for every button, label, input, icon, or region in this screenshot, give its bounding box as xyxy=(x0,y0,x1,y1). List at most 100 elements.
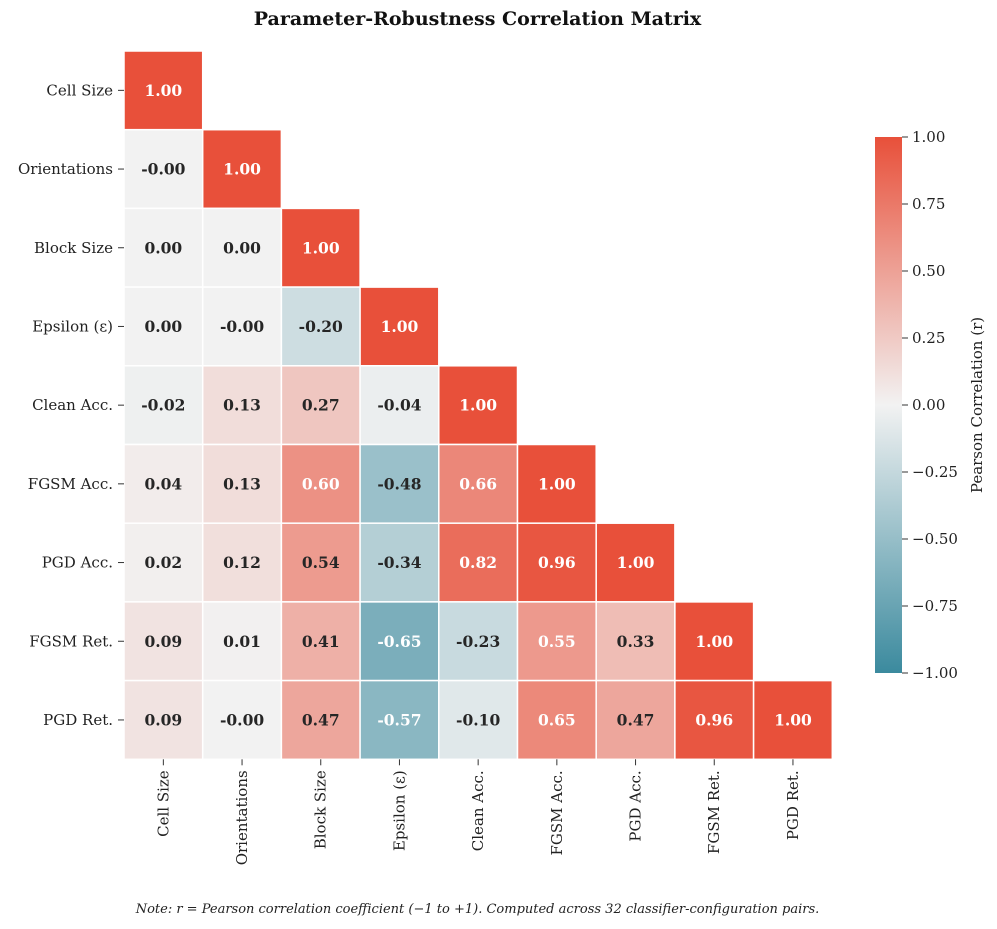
x-tick-label: Clean Acc. xyxy=(469,770,487,851)
cell-value-label: 0.04 xyxy=(144,474,182,493)
cell-value-label: 0.47 xyxy=(302,710,340,729)
cell-value-label: -0.34 xyxy=(377,553,421,572)
cell-value-label: -0.20 xyxy=(299,317,343,336)
cell-value-label: 0.47 xyxy=(617,710,655,729)
cell-value-label: -0.48 xyxy=(377,474,421,493)
heatmap-cell xyxy=(123,365,204,446)
x-tick-label: Cell Size xyxy=(154,770,172,837)
heatmap-cell xyxy=(123,50,204,131)
colorbar-tick-label: 1.00 xyxy=(912,128,945,146)
heatmap-cell xyxy=(595,522,676,603)
cell-value-label: -0.10 xyxy=(456,710,500,729)
y-tick-label: PGD Ret. xyxy=(43,711,113,729)
heatmap-cell xyxy=(359,443,440,524)
cell-value-label: -0.00 xyxy=(220,317,264,336)
x-tick-label: Orientations xyxy=(233,770,251,865)
colorbar-tick-label: −0.50 xyxy=(912,530,958,548)
cell-value-label: 1.00 xyxy=(381,317,419,336)
heatmap-cell xyxy=(516,679,597,761)
cell-value-label: 0.54 xyxy=(302,553,340,572)
heatmap-cell xyxy=(595,679,676,761)
y-tick-label: Block Size xyxy=(34,239,113,257)
y-tick-label: Clean Acc. xyxy=(32,396,113,414)
chart-note: Note: r = Pearson correlation coefficien… xyxy=(135,902,820,917)
colorbar-ticks: 1.00 0.75 0.50 0.25 0.00 −0.25 −0.50 −0.75 −1.00 xyxy=(902,128,958,682)
colorbar-tick-label: 0.00 xyxy=(912,396,945,414)
heatmap-cell xyxy=(438,601,519,682)
heatmap-cell xyxy=(201,207,283,288)
cell-value-label: 0.82 xyxy=(459,553,497,572)
y-tick-label: FGSM Acc. xyxy=(28,475,113,493)
chart-title: Parameter-Robustness Correlation Matrix xyxy=(253,8,702,30)
cell-value-label: 0.33 xyxy=(617,632,655,651)
cell-value-label: 1.00 xyxy=(144,81,182,100)
heatmap-cell xyxy=(201,128,283,210)
heatmap-cell xyxy=(359,365,440,446)
colorbar-label: Pearson Correlation (r) xyxy=(968,316,986,494)
cell-value-label: 0.01 xyxy=(223,632,261,651)
cell-value-label: -0.04 xyxy=(377,396,421,415)
cell-value-label: 0.13 xyxy=(223,474,261,493)
y-tick-label: Epsilon (ε) xyxy=(32,317,113,335)
colorbar-tick-label: 0.75 xyxy=(912,195,945,213)
cell-value-label: 0.00 xyxy=(144,317,182,336)
y-tick-label: Orientations xyxy=(18,160,113,178)
cell-value-label: 0.00 xyxy=(144,238,182,257)
heatmap-cell xyxy=(201,679,283,761)
heatmap-cell xyxy=(359,601,440,682)
cell-value-label: 0.60 xyxy=(302,474,340,493)
heatmap-cell xyxy=(280,207,361,288)
heatmap-cell xyxy=(752,679,834,761)
heatmap-cell xyxy=(123,679,204,761)
heatmap-cell xyxy=(123,522,204,603)
heatmap-cell xyxy=(516,443,597,524)
cell-value-label: 0.96 xyxy=(695,710,733,729)
heatmap-cells: 1.00 -0.00 1.00 0.00 0.00 1.00 0.00 -0.00 -0.20 1… xyxy=(123,50,834,761)
cell-value-label: 1.00 xyxy=(538,474,576,493)
cell-value-label: 0.96 xyxy=(538,553,576,572)
heatmap-cell xyxy=(359,522,440,603)
x-axis-labels: Cell Size Orientations Block Size Epsilon (… xyxy=(154,759,802,865)
cell-value-label: 0.09 xyxy=(144,710,182,729)
heatmap-cell xyxy=(280,365,361,446)
x-tick-label: Block Size xyxy=(312,770,330,849)
cell-value-label: 0.66 xyxy=(459,474,497,493)
cell-value-label: 1.00 xyxy=(617,553,655,572)
heatmap-cell xyxy=(280,679,361,761)
heatmap-cell xyxy=(438,679,519,761)
heatmap-cell xyxy=(438,365,519,446)
heatmap-cell xyxy=(280,286,361,367)
colorbar-tick-label: 0.25 xyxy=(912,329,945,347)
cell-value-label: 0.55 xyxy=(538,632,576,651)
cell-value-label: 0.12 xyxy=(223,553,261,572)
y-axis-labels: Cell Size Orientations Block Size Epsilon (… xyxy=(18,81,124,729)
cell-value-label: 1.00 xyxy=(223,160,261,179)
cell-value-label: -0.57 xyxy=(377,710,421,729)
cell-value-label: -0.00 xyxy=(220,710,264,729)
colorbar-tick-label: −0.75 xyxy=(912,597,958,615)
heatmap-cell xyxy=(516,601,597,682)
y-tick-label: Cell Size xyxy=(46,81,113,99)
x-tick-label: FGSM Ret. xyxy=(705,770,723,854)
heatmap-cell xyxy=(674,601,755,682)
x-tick-label: PGD Ret. xyxy=(784,770,802,840)
cell-value-label: 0.09 xyxy=(144,632,182,651)
cell-value-label: 0.65 xyxy=(538,710,576,729)
cell-value-label: 1.00 xyxy=(302,238,340,257)
heatmap-cell xyxy=(201,365,283,446)
y-tick-label: FGSM Ret. xyxy=(29,632,113,650)
cell-value-label: 0.41 xyxy=(302,632,340,651)
heatmap-cell xyxy=(280,522,361,603)
x-tick-label: Epsilon (ε) xyxy=(390,770,408,851)
cell-value-label: 0.02 xyxy=(144,553,182,572)
heatmap-cell xyxy=(123,601,204,682)
x-tick-label: PGD Acc. xyxy=(627,770,645,841)
colorbar-tick-label: −0.25 xyxy=(912,463,958,481)
cell-value-label: -0.23 xyxy=(456,632,500,651)
cell-value-label: 1.00 xyxy=(459,396,497,415)
heatmap-cell xyxy=(674,679,755,761)
heatmap-cell xyxy=(123,286,204,367)
cell-value-label: -0.00 xyxy=(141,160,185,179)
cell-value-label: -0.65 xyxy=(377,632,421,651)
